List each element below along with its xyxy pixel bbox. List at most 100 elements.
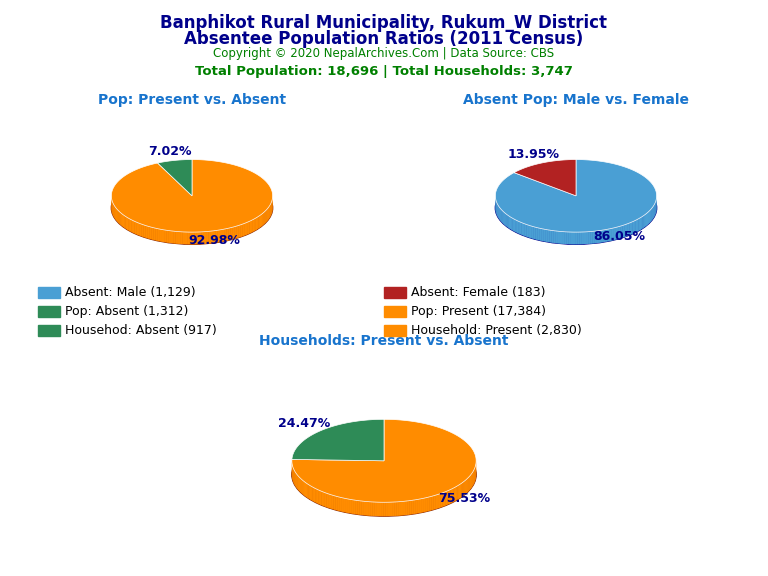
Polygon shape xyxy=(637,219,638,232)
Polygon shape xyxy=(649,210,650,223)
Polygon shape xyxy=(530,226,531,238)
Polygon shape xyxy=(624,224,626,237)
Polygon shape xyxy=(351,499,353,514)
Polygon shape xyxy=(326,493,328,507)
Polygon shape xyxy=(460,483,462,498)
Polygon shape xyxy=(118,211,120,224)
Polygon shape xyxy=(239,225,240,237)
Polygon shape xyxy=(302,479,303,494)
Polygon shape xyxy=(584,232,586,244)
Polygon shape xyxy=(615,227,617,240)
Polygon shape xyxy=(636,219,637,232)
Polygon shape xyxy=(508,216,510,229)
Polygon shape xyxy=(297,475,298,490)
Polygon shape xyxy=(215,230,217,242)
Polygon shape xyxy=(515,219,517,233)
Polygon shape xyxy=(240,224,243,237)
Polygon shape xyxy=(388,502,390,516)
Polygon shape xyxy=(442,492,444,507)
Polygon shape xyxy=(303,480,304,495)
Polygon shape xyxy=(145,225,147,238)
Polygon shape xyxy=(229,228,230,240)
Polygon shape xyxy=(415,499,418,514)
Polygon shape xyxy=(621,225,623,238)
Polygon shape xyxy=(619,226,621,238)
Text: Pop: Present (17,384): Pop: Present (17,384) xyxy=(411,305,546,318)
Polygon shape xyxy=(357,501,359,514)
Polygon shape xyxy=(264,211,266,224)
Polygon shape xyxy=(518,221,520,234)
Polygon shape xyxy=(187,232,190,244)
Polygon shape xyxy=(243,223,244,236)
Polygon shape xyxy=(145,225,147,238)
Polygon shape xyxy=(261,214,262,227)
Polygon shape xyxy=(638,218,640,231)
Polygon shape xyxy=(339,497,341,511)
Polygon shape xyxy=(233,226,235,239)
Polygon shape xyxy=(121,213,122,226)
Polygon shape xyxy=(649,210,650,223)
Polygon shape xyxy=(246,222,248,235)
Text: Households: Present vs. Absent: Households: Present vs. Absent xyxy=(260,335,508,348)
Polygon shape xyxy=(303,480,304,495)
Polygon shape xyxy=(381,502,383,516)
Polygon shape xyxy=(304,481,305,496)
Polygon shape xyxy=(386,502,388,516)
Polygon shape xyxy=(328,494,330,508)
Polygon shape xyxy=(512,218,514,231)
Polygon shape xyxy=(395,502,396,516)
Polygon shape xyxy=(425,497,428,511)
Polygon shape xyxy=(201,232,204,244)
Polygon shape xyxy=(359,501,362,515)
Polygon shape xyxy=(368,502,370,516)
Text: 86.05%: 86.05% xyxy=(593,230,645,244)
Polygon shape xyxy=(392,502,395,516)
Polygon shape xyxy=(322,491,323,506)
Polygon shape xyxy=(564,232,567,244)
Polygon shape xyxy=(453,487,455,502)
Polygon shape xyxy=(377,502,379,516)
Polygon shape xyxy=(517,221,518,233)
Polygon shape xyxy=(420,499,422,513)
Polygon shape xyxy=(593,231,594,244)
Polygon shape xyxy=(133,221,134,233)
Polygon shape xyxy=(261,214,262,227)
Polygon shape xyxy=(510,217,511,229)
Polygon shape xyxy=(151,227,154,240)
Polygon shape xyxy=(116,208,117,221)
Polygon shape xyxy=(650,209,651,222)
Polygon shape xyxy=(646,213,647,226)
Polygon shape xyxy=(266,209,267,222)
Polygon shape xyxy=(185,232,187,244)
Polygon shape xyxy=(399,502,401,516)
Polygon shape xyxy=(372,502,375,516)
Polygon shape xyxy=(201,232,204,244)
Polygon shape xyxy=(310,486,311,500)
Polygon shape xyxy=(124,215,125,229)
Polygon shape xyxy=(359,501,362,515)
Text: Absent: Female (183): Absent: Female (183) xyxy=(411,286,545,299)
Polygon shape xyxy=(521,222,523,236)
Polygon shape xyxy=(224,229,227,241)
Polygon shape xyxy=(609,229,611,241)
Polygon shape xyxy=(401,501,403,516)
Polygon shape xyxy=(465,479,467,494)
Polygon shape xyxy=(164,230,167,242)
Polygon shape xyxy=(366,502,368,516)
Polygon shape xyxy=(607,229,609,241)
Polygon shape xyxy=(169,230,171,243)
Polygon shape xyxy=(573,232,575,244)
Polygon shape xyxy=(183,232,185,244)
Polygon shape xyxy=(415,499,418,514)
Text: 7.02%: 7.02% xyxy=(148,145,192,158)
Polygon shape xyxy=(644,215,645,228)
Polygon shape xyxy=(240,224,243,237)
Polygon shape xyxy=(134,221,136,234)
Polygon shape xyxy=(520,222,521,234)
Polygon shape xyxy=(605,229,607,242)
Polygon shape xyxy=(307,484,309,498)
Polygon shape xyxy=(418,499,420,513)
Polygon shape xyxy=(125,217,127,229)
Polygon shape xyxy=(138,223,140,236)
Polygon shape xyxy=(292,419,476,502)
